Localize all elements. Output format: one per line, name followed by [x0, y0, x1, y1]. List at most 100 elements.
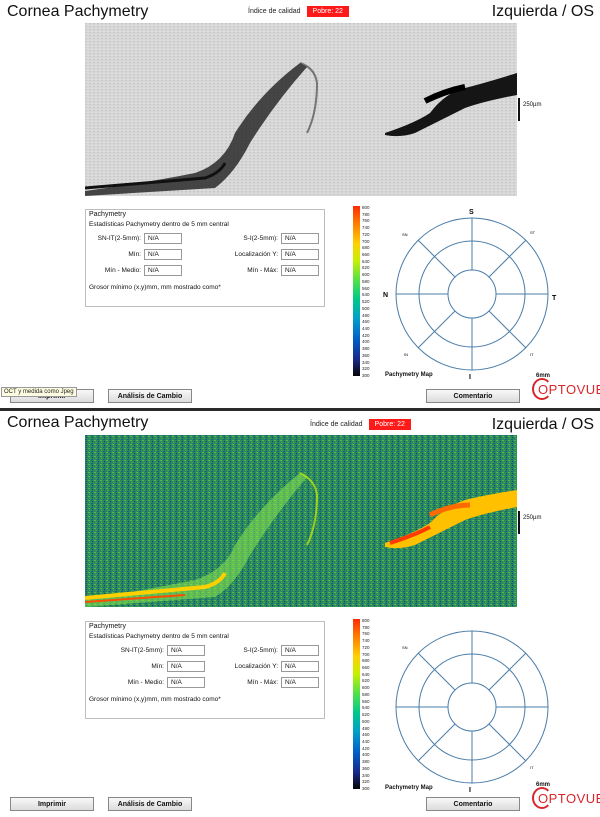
color-scale-tick: 660	[362, 252, 370, 258]
optovue-logo: 6mm OPTOVUE	[532, 781, 600, 813]
map-label-N: N	[383, 292, 388, 299]
quality-badge: Pobre: 22	[368, 419, 411, 430]
stat-value: N/A	[167, 644, 205, 656]
pachymetry-map-label: Pachymetry Map	[385, 785, 433, 791]
eye-label: Izquierda / OS	[491, 416, 594, 433]
color-scale-tick: 360	[362, 352, 370, 358]
color-scale-tick: 340	[362, 359, 370, 365]
stat-value: N/A	[281, 676, 319, 688]
stat-label: Localización Y:	[234, 662, 278, 670]
color-scale-tick: 340	[362, 772, 370, 778]
pachymetry-subheading: Estadísticas Pachymetry dentro de 5 mm c…	[89, 221, 229, 228]
color-scale-tick: 760	[362, 218, 370, 224]
stat-row: Mín - Medio: N/A	[89, 264, 182, 276]
map-label-IT: IT	[530, 352, 534, 357]
color-scale-tick: 700	[362, 238, 370, 244]
stat-value: N/A	[281, 248, 319, 260]
pachymetry-heading: Pachymetry	[89, 623, 126, 630]
quality-label: Índice de calidad	[310, 421, 363, 428]
logo-swoosh-icon	[532, 787, 552, 809]
pachymetry-stats-box: Pachymetry Estadísticas Pachymetry dentr…	[85, 209, 325, 307]
stat-row: Mín - Medio: N/A	[89, 676, 205, 688]
logo-swoosh-icon	[532, 378, 552, 400]
comment-button[interactable]: Comentario	[426, 797, 520, 811]
color-scale-tick: 300	[362, 373, 370, 378]
color-scale-tick: 380	[362, 346, 370, 352]
color-scale-tick: 640	[362, 671, 370, 677]
quality-label: Índice de calidad	[248, 8, 301, 15]
map-label-T: T	[552, 295, 557, 302]
stat-value: N/A	[144, 264, 182, 276]
stat-row: SN-IT(2-5mm): N/A	[89, 232, 182, 244]
map-label-SN: SN	[402, 232, 408, 237]
logo-mm: 6mm	[536, 782, 551, 788]
change-analysis-button[interactable]: Análisis de Cambio	[108, 389, 192, 403]
color-scale-tick: 500	[362, 718, 370, 724]
map-label-S: S	[469, 209, 474, 216]
stat-label: Mín:	[128, 250, 141, 258]
pachymetry-map: S I N T SN ST IN IT	[383, 209, 557, 380]
stat-row: Mín - Máx: N/A	[214, 264, 319, 276]
stat-label: SN-IT(2-5mm):	[97, 234, 141, 242]
color-scale-ticks: 800 780 760 740 720 700 680 660 640 620 600 580 560 5…	[362, 205, 382, 380]
logo-brand: OPTOVUE	[538, 791, 600, 806]
stat-row: Mín: N/A	[89, 660, 205, 672]
color-scale-tick: 520	[362, 299, 370, 305]
color-scale-ticks: 800 780 760 740 720 700 680 660 640 620 600 580 560 5…	[362, 618, 382, 793]
stat-row: Localización Y: N/A	[214, 660, 319, 672]
color-scale-tick: 680	[362, 245, 370, 251]
stat-row: S-I(2-5mm): N/A	[214, 644, 319, 656]
color-scale-tick: 360	[362, 765, 370, 771]
logo-mm: 6mm	[536, 373, 551, 379]
map-label-I: I	[469, 787, 471, 793]
color-scale-tick: 600	[362, 272, 370, 278]
stat-row: Localización Y: N/A	[214, 248, 319, 260]
print-button[interactable]: Imprimir	[10, 797, 94, 811]
quality-badge: Pobre: 22	[306, 6, 349, 17]
change-analysis-button[interactable]: Análisis de Cambio	[108, 797, 192, 811]
quality-index: Índice de calidad Pobre: 22	[248, 6, 349, 17]
color-scale-tick: 400	[362, 752, 370, 758]
color-scale-tick: 720	[362, 644, 370, 650]
color-scale-tick: 400	[362, 339, 370, 345]
quality-index: Índice de calidad Pobre: 22	[310, 419, 411, 430]
stat-value: N/A	[144, 232, 182, 244]
color-scale-tick: 640	[362, 258, 370, 264]
color-scale-tick: 540	[362, 705, 370, 711]
stat-value: N/A	[167, 676, 205, 688]
scale-bar	[518, 511, 520, 534]
color-scale-tick: 320	[362, 779, 370, 785]
color-scale-tick: 520	[362, 712, 370, 718]
pachymetry-stats-box: Pachymetry Estadísticas Pachymetry dentr…	[85, 621, 325, 719]
pachymetry-footnote: Grosor mínimo (x,y)mm, mm mostrado como*	[89, 284, 221, 291]
color-scale-tick: 580	[362, 278, 370, 284]
stat-label: SN-IT(2-5mm):	[120, 646, 164, 654]
scale-label: 250µm	[523, 102, 542, 108]
color-scale-tick: 720	[362, 231, 370, 237]
oct-scan-image	[85, 23, 517, 196]
color-scale-tick: 300	[362, 786, 370, 791]
color-scale-tick: 800	[362, 618, 370, 623]
color-scale-tick: 580	[362, 691, 370, 697]
color-scale-bar	[353, 206, 360, 376]
stat-value: N/A	[281, 232, 319, 244]
color-scale-tick: 620	[362, 265, 370, 271]
color-scale-tick: 560	[362, 285, 370, 291]
logo-brand: OPTOVUE	[538, 382, 600, 397]
comment-button[interactable]: Comentario	[426, 389, 520, 403]
stat-label: Mín - Medio:	[127, 678, 164, 686]
stat-row: Mín: N/A	[89, 248, 182, 260]
color-scale-tick: 560	[362, 698, 370, 704]
color-scale-tick: 800	[362, 205, 370, 210]
oct-scan-image-color	[85, 435, 517, 607]
stat-label: S-I(2-5mm):	[243, 646, 278, 654]
tooltip: OCT y medida como Jpeg	[1, 387, 77, 397]
color-scale-tick: 680	[362, 658, 370, 664]
panel-title: Cornea Pachymetry	[7, 414, 149, 431]
stat-row: SN-IT(2-5mm): N/A	[89, 644, 205, 656]
map-label-IN: IN	[404, 352, 408, 357]
stat-row: Mín - Máx: N/A	[214, 676, 319, 688]
color-scale-tick: 780	[362, 211, 370, 217]
stat-label: Mín:	[151, 662, 164, 670]
stat-value: N/A	[281, 644, 319, 656]
